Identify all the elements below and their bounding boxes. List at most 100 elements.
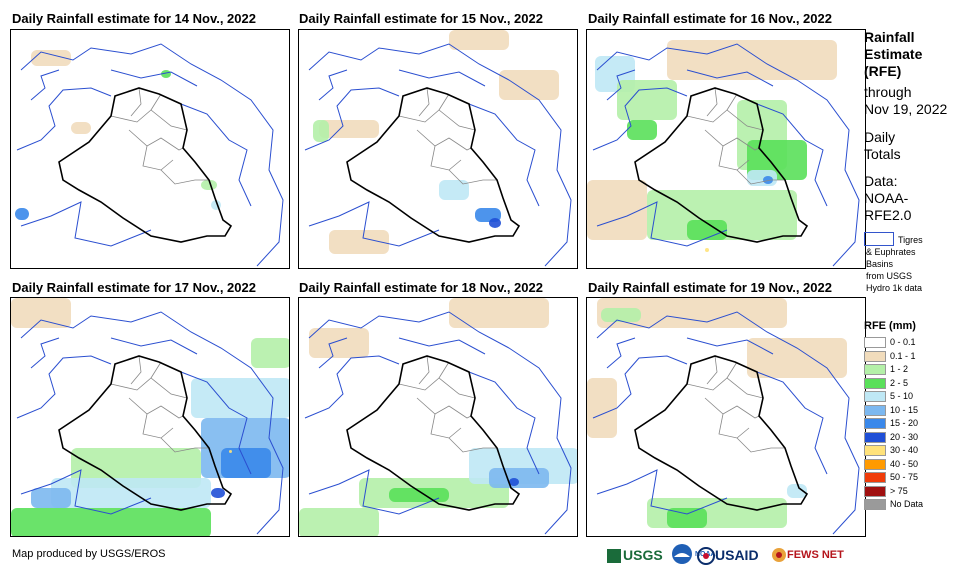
province-boundary [726,361,738,379]
legend-label: 0 - 0.1 [890,337,916,347]
basin-outline [304,87,400,151]
rainfall-patch [389,488,449,502]
province-boundary [416,129,472,151]
basins-line: from USGS [866,271,913,281]
legend-item: 10 - 15 [864,404,954,419]
province-boundary [438,361,450,379]
province-boundary [128,129,184,151]
province-boundary [736,437,785,453]
province-boundary [128,397,184,419]
basins-note: Tigres & Euphrates Basins from USGS Hydr… [866,234,923,294]
usgs-logo: USGS [607,543,663,567]
rainfall-patch [251,338,289,368]
legend-swatch [864,431,886,443]
data-line: NOAA- [864,190,909,206]
map-canvas [587,40,860,267]
legend-swatch [864,377,886,389]
totals-line: Totals [864,146,901,162]
legend-label: 20 - 30 [890,431,919,442]
rainfall-patch [509,478,519,486]
basin-outline [592,87,688,151]
province-boundary [142,413,174,439]
province-boundary [448,437,497,453]
panel-title: Daily Rainfall estimate for 17 Nov., 202… [12,280,256,295]
legend-swatch [864,458,886,470]
rainfall-patch [11,298,71,328]
basin-outline [596,43,860,267]
legend-item: 40 - 50 [864,458,954,473]
basin-outline [756,371,828,475]
panel-title: Daily Rainfall estimate for 15 Nov., 202… [299,11,543,26]
legend-item: 5 - 10 [864,391,954,405]
legend-label: 10 - 15 [890,404,919,415]
legend-item: 2 - 5 [864,377,954,392]
country-border [58,87,233,243]
rainfall-patch [587,378,617,438]
rainfall-patch [667,508,707,528]
rainfall-patch [489,218,501,228]
rainfall-patch [319,120,379,138]
province-boundary [718,413,750,439]
province-boundary [438,93,450,111]
basin-outline [756,103,828,207]
province-boundary [704,397,760,419]
rainfall-patch [449,30,509,50]
legend-label: 2 - 5 [890,377,909,388]
rainfall-patch [601,308,641,322]
basin-outline [16,87,112,151]
rainfall-map-14-nov [10,29,290,269]
rainfall-patch [31,50,71,66]
rainfall-patch [309,328,369,358]
legend-swatch [864,404,886,416]
rainfall-patch [667,40,837,80]
legend-swatch [864,364,886,375]
legend-swatch [864,391,886,402]
basin-outline-swatch [864,232,894,246]
basin-outline [596,201,728,247]
rainfall-patch [313,120,329,142]
province-boundary [418,355,430,385]
basin-outline [686,337,774,355]
panel-title: Daily Rainfall estimate for 16 Nov., 202… [588,11,832,26]
legend-item: 0.1 - 1 [864,350,954,365]
basin-outline [308,469,440,515]
rainfall-patch [747,338,847,378]
basins-line: Tigres [898,235,923,245]
data-line: RFE2.0 [864,207,912,223]
title-line: Rainfall [864,29,915,45]
province-boundary [398,377,476,399]
rainfall-patch [31,488,71,508]
legend-item: 30 - 40 [864,445,954,459]
legend-swatch [864,337,886,348]
province-boundary [430,145,462,171]
province-boundary [686,377,764,399]
basins-line: Basins [866,259,894,269]
title-line: (RFE) [864,63,902,79]
province-boundary [418,87,430,117]
sidebar-title: Rainfall Estimate (RFE) [864,29,922,80]
rainfall-map-17-nov [10,297,290,537]
basin-outline [596,311,860,535]
rainfall-patch [787,484,807,498]
basin-outline [20,469,152,515]
basin-outline [318,337,348,369]
rainfall-patch [587,180,647,240]
province-boundary [726,93,738,111]
country-border [346,87,521,243]
panel-title: Daily Rainfall estimate for 19 Nov., 202… [588,280,832,295]
province-boundary [706,355,718,385]
map-canvas [587,298,860,535]
basin-outline [318,69,348,101]
basin-outline [110,69,198,87]
basins-line: & Euphrates [866,247,916,257]
rainfall-patch [763,176,773,184]
rainfall-patch [449,298,549,328]
legend-label: No Data [890,499,924,509]
basin-outline [20,201,152,247]
legend-label: 30 - 40 [890,445,919,455]
basin-outline [304,355,400,419]
legend-swatch [864,418,886,429]
province-boundary [130,355,142,385]
rainfall-patch [617,80,677,120]
province-boundary [130,87,142,117]
